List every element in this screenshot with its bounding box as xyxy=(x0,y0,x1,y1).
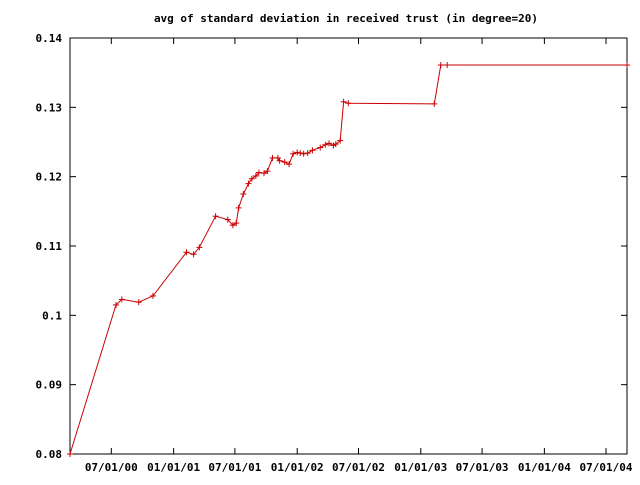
data-point xyxy=(281,159,288,166)
x-tick-label: 07/01/01 xyxy=(208,461,261,474)
x-tick-label: 07/01/02 xyxy=(332,461,385,474)
x-tick-label: 01/01/02 xyxy=(271,461,324,474)
x-tick-label: 01/01/04 xyxy=(518,461,571,474)
data-point xyxy=(113,301,120,308)
data-point xyxy=(300,150,307,157)
data-point xyxy=(297,150,304,157)
data-point xyxy=(340,98,347,105)
data-point xyxy=(190,251,197,258)
data-point xyxy=(332,141,339,148)
series-group xyxy=(67,62,630,457)
data-point xyxy=(431,100,438,107)
data-point xyxy=(269,154,276,161)
x-tick-label: 01/01/03 xyxy=(394,461,447,474)
data-point xyxy=(317,144,324,151)
data-point xyxy=(196,244,203,251)
data-point xyxy=(252,172,259,179)
data-point xyxy=(290,150,297,157)
y-tick-label: 0.09 xyxy=(36,379,63,392)
data-point xyxy=(235,204,242,211)
data-point xyxy=(309,147,316,154)
y-tick-label: 0.13 xyxy=(36,101,63,114)
data-point xyxy=(212,213,219,220)
data-point xyxy=(240,191,247,197)
data-point xyxy=(337,137,344,144)
chart-title: avg of standard deviation in received tr… xyxy=(154,12,538,25)
data-point xyxy=(276,157,283,164)
series-line xyxy=(69,64,627,455)
data-point xyxy=(135,299,142,306)
data-point xyxy=(118,296,125,303)
x-tick-label: 07/01/03 xyxy=(456,461,509,474)
data-point xyxy=(286,161,293,168)
x-tick-label: 01/01/01 xyxy=(147,461,200,474)
data-point xyxy=(229,222,236,229)
data-point xyxy=(183,249,190,256)
data-point xyxy=(245,180,252,187)
data-point xyxy=(624,62,630,69)
y-tick-label: 0.1 xyxy=(42,309,62,322)
data-point xyxy=(444,62,451,69)
data-point xyxy=(248,175,255,182)
x-axis: 07/01/00 01/01/01 07/01/01 01/01/02 07/01/02… xyxy=(85,38,633,474)
x-tick-label: 07/01/04 xyxy=(580,461,633,474)
data-point xyxy=(224,216,231,223)
data-point xyxy=(233,220,240,227)
y-axis: 0.08 0.09 0.1 0.11 0.12 0.13 0.14 xyxy=(36,32,627,461)
y-tick-label: 0.14 xyxy=(36,32,63,45)
data-point xyxy=(345,100,352,107)
y-tick-label: 0.11 xyxy=(36,240,63,253)
data-point xyxy=(304,150,311,157)
y-tick-label: 0.12 xyxy=(36,171,63,184)
data-point xyxy=(437,62,444,69)
data-point xyxy=(149,292,156,299)
data-point xyxy=(67,451,73,457)
data-point xyxy=(294,149,301,156)
data-point xyxy=(322,141,329,148)
y-tick-label: 0.08 xyxy=(36,448,63,461)
data-point xyxy=(255,169,262,176)
x-tick-label: 07/01/00 xyxy=(85,461,138,474)
data-point xyxy=(261,170,268,177)
data-point xyxy=(264,168,271,175)
data-point xyxy=(326,140,333,147)
